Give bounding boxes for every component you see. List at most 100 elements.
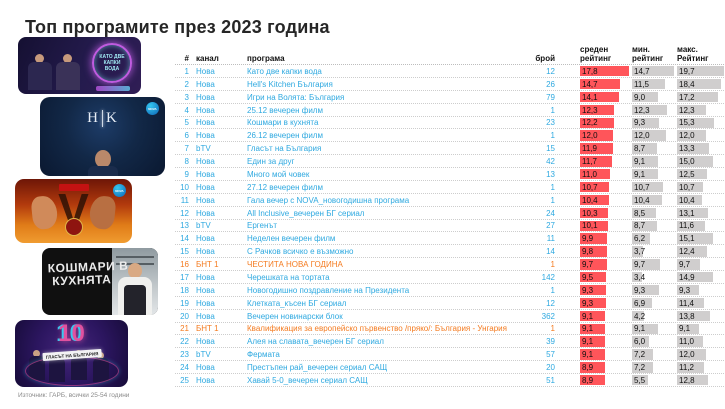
count-cell: 1 [550,324,555,334]
channel-cell: Нова [196,363,215,373]
count-cell: 1 [550,260,555,270]
avg-rating-cell: 9,1 [580,310,629,323]
max-rating-databar [677,143,709,154]
min-rating-databar [632,207,657,218]
table-row: 8 Нова Един за друг 42 11,7 9,1 15,0 [175,155,724,168]
avg-rating-databar [580,143,613,154]
count-cell: 12 [546,298,555,308]
count-cell: 26 [546,79,555,89]
min-rating-databar [632,284,659,296]
thumbnail-glasat-na-balgaria: 10 ГЛАСЪТ НА БЪЛГАРИЯ [15,320,128,387]
max-rating-databar [677,117,714,128]
avg-rating-cell: 11,9 [580,142,629,155]
min-rating-databar [632,323,658,334]
avg-rating-databar [580,323,606,334]
count-cell: 1 [550,131,555,141]
rank-cell: 8 [184,157,189,167]
table-row: 7 bTV Гласът на България 15 11,9 8,7 13,… [175,142,724,156]
avg-rating-cell: 10,4 [580,194,629,207]
max-rating-databar [677,207,709,218]
table-row: 5 Нова Кошмари в кухнята 23 12,2 9,3 15,… [175,117,724,130]
rank-cell: 21 [180,324,189,334]
table-row: 1 Нова Като две капки вода 12 17,8 14,7 … [175,65,724,78]
rank-cell: 24 [180,363,189,373]
program-cell: Един за друг [247,157,295,167]
min-rating-cell: 10,7 [629,181,674,194]
show-title-text: КОШМАРИ В КУХНЯТА [47,258,129,289]
avg-rating-cell: 8,9 [580,361,629,374]
count-cell: 15 [546,144,555,154]
min-rating-cell: 3,4 [632,272,646,283]
channel-cell: Нова [196,157,215,167]
program-cell: Гала вечер с NOVA_новогодишна програма [247,195,410,205]
source-note: Източник: ГАРБ, всички 25-54 години [18,392,130,399]
channel-cell: Нова [196,311,215,321]
rank-cell: 5 [184,118,189,128]
program-cell: Hell's Kitchen България [247,79,333,89]
channel-cell: Нова [196,247,215,257]
page-title: Топ програмите през 2023 година [25,17,330,38]
channel-cell: Нова [196,298,215,308]
table-row: 9 Нова Много мой човек 13 11,0 9,1 12,5 [175,168,724,181]
count-cell: 51 [546,375,555,385]
max-rating-databar [677,66,724,77]
count-cell: 1 [550,182,555,192]
rank-cell: 9 [184,169,189,179]
max-rating-databar [677,181,703,193]
table-row: 18 Нова Новогодишно поздравление на През… [175,284,724,297]
min-rating-databar [632,297,652,309]
count-cell: 13 [546,169,555,179]
count-cell: 1 [550,105,555,115]
count-cell: 11 [546,234,555,244]
min-rating-cell: 6,2 [629,232,674,245]
min-rating-databar [632,375,648,386]
max-rating-cell: 12,8 [674,374,724,387]
channel-cell: Нова [196,285,215,295]
min-rating-databar [632,117,659,128]
avg-rating-cell: 12,0 [580,129,629,142]
program-cell: ЧЕСТИТА НОВА ГОДИНА [247,260,343,270]
max-rating-databar [677,91,719,103]
program-cell: Гласът на България [247,144,322,154]
program-cell: Кошмари в кухнята [247,118,319,128]
avg-rating-databar [580,117,614,128]
max-rating-cell: 10,4 [674,194,724,207]
avg-rating-databar [580,78,621,90]
min-rating-databar [632,181,663,193]
channel-cell: bTV [196,350,211,360]
channel-cell: Нова [196,131,215,141]
max-rating-cell: 13,3 [674,142,724,155]
rank-cell: 11 [180,195,189,205]
max-rating-databar [677,259,701,270]
max-rating-cell: 15,1 [674,232,724,245]
avg-rating-cell: 9,7 [580,258,629,271]
min-rating-cell: 9,1 [629,155,674,168]
table-row: 2 Нова Hell's Kitchen България 26 14,7 1… [175,78,724,91]
min-rating-cell: 6,0 [629,335,674,348]
min-rating-cell: 5,5 [629,374,674,387]
avg-rating-databar [580,349,606,360]
min-rating-cell: 3,7 [632,246,646,257]
table-row: 25 Нова Хавай 5-0_вечерен сериал САЩ 51 … [175,374,724,387]
max-rating-databar [677,220,705,231]
avg-rating-databar [580,130,614,141]
min-rating-cell: 7,2 [629,361,674,374]
channel-cell: БНТ 1 [196,260,219,270]
max-rating-databar [677,284,700,296]
max-rating-databar [677,78,721,90]
max-rating-cell: 12,0 [674,348,724,361]
max-rating-databar [677,233,714,244]
program-cell: 25.12 вечерен филм [247,105,323,115]
program-cell: Като две капки вода [247,66,322,76]
count-cell: 79 [546,92,555,102]
nova-logo-badge: NOVA [146,102,159,115]
avg-rating-databar [580,310,606,321]
min-rating-databar [632,272,642,283]
rank-cell: 3 [184,92,189,102]
min-rating-databar [632,246,643,257]
max-rating-databar [677,323,699,334]
min-rating-databar [632,66,674,77]
max-rating-cell: 11,0 [674,335,724,348]
max-rating-cell: 15,3 [674,117,724,130]
